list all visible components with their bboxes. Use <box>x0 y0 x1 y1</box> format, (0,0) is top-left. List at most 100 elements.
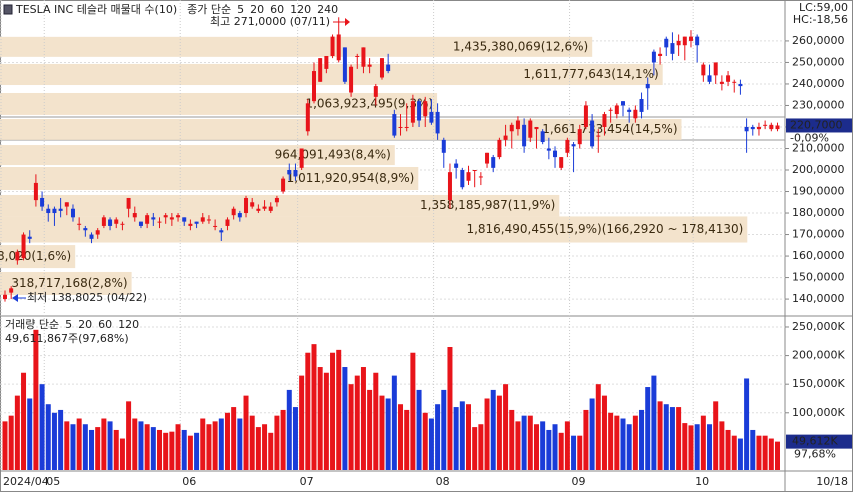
candle-body <box>565 139 570 153</box>
legend-text: 120 <box>290 3 311 16</box>
candle-body <box>15 251 20 261</box>
volume-bar <box>639 409 645 470</box>
candle-body <box>695 36 700 46</box>
last-price-box <box>786 118 852 133</box>
candle-body <box>157 221 162 223</box>
volume-bar <box>126 401 132 470</box>
candle-body <box>281 178 286 192</box>
volume-bar <box>503 384 509 470</box>
candle-body <box>108 219 113 226</box>
candle-body <box>744 126 749 132</box>
candle-body <box>577 129 582 145</box>
candle-body <box>373 86 378 97</box>
volume-bar <box>194 432 200 470</box>
candle-body <box>491 157 496 168</box>
volume-bar <box>484 398 490 470</box>
candle-body <box>769 124 774 130</box>
volume-bar <box>58 409 64 470</box>
candle-body <box>460 170 465 188</box>
candle-body <box>342 47 347 82</box>
title-icon <box>3 4 13 15</box>
candle-body <box>182 217 187 222</box>
volume-bar <box>657 401 663 470</box>
volume-bar <box>725 429 731 470</box>
candle-body <box>701 64 706 76</box>
candle-body <box>305 103 310 132</box>
volume-bar <box>595 384 601 470</box>
volume-bar <box>144 424 150 470</box>
legend-text: 20 <box>250 3 264 16</box>
volume-bar <box>533 424 539 470</box>
volume-bar <box>762 435 768 470</box>
legend-text: 5 <box>65 318 72 331</box>
volume-bar <box>132 418 138 470</box>
volume-bar <box>490 389 496 470</box>
candle-body <box>330 36 335 56</box>
volume-bar <box>354 375 360 470</box>
volume-profile-bar <box>0 194 560 217</box>
volume-bar <box>663 404 669 470</box>
volume-profile-bar <box>0 63 663 86</box>
candle-body <box>682 36 687 46</box>
volume-ratio-label: 97,68% <box>794 448 836 461</box>
volume-bar <box>82 424 88 470</box>
candle-body <box>206 219 211 221</box>
candle-body <box>126 197 131 209</box>
candle-body <box>244 197 249 214</box>
volume-bar <box>731 435 737 470</box>
high-label: 최고 271,0000 (07/11) <box>210 15 330 28</box>
candle-body <box>750 126 755 130</box>
candle-body <box>95 230 100 235</box>
x-tick-label: 10/18 <box>816 475 848 488</box>
volume-bar <box>713 401 719 470</box>
candle-body <box>237 213 242 218</box>
candle-body <box>231 208 236 216</box>
x-tick-label: 05 <box>46 475 60 488</box>
x-tick-label: 07 <box>300 475 314 488</box>
last-volume-box <box>786 434 852 449</box>
hc-label: HC:-18,56 <box>793 13 848 26</box>
volume-bar <box>583 409 589 470</box>
y-tick-label: 150,0000 <box>792 271 845 284</box>
candle-body <box>503 135 508 140</box>
volume-bar <box>410 352 416 470</box>
volume-bar <box>676 407 682 470</box>
volume-bar <box>651 375 657 470</box>
volume-bar <box>669 407 675 470</box>
volume-bar <box>2 421 8 470</box>
candle-body <box>404 126 409 128</box>
candle-body <box>3 294 7 300</box>
volume-bar <box>496 395 502 470</box>
candle-body <box>423 101 428 117</box>
candle-body <box>596 135 601 137</box>
candle-body <box>287 170 292 175</box>
volume-profile-label: 1,611,777,643(14,1%) <box>523 67 658 81</box>
volume-bar <box>33 329 39 470</box>
volume-bar <box>45 404 51 470</box>
volume-bar <box>243 395 249 470</box>
candle-body <box>775 125 780 130</box>
volume-bar <box>163 432 169 470</box>
candle-body <box>256 208 261 211</box>
volume-bar <box>645 387 651 470</box>
candle-body <box>132 213 137 218</box>
volume-bar <box>552 424 558 470</box>
candle-body <box>441 139 446 153</box>
candle-body <box>676 40 681 46</box>
volume-bar <box>70 424 76 470</box>
candle-body <box>466 172 471 181</box>
candle-body <box>176 215 181 218</box>
candle-body <box>361 47 366 67</box>
volume-bar <box>750 429 756 470</box>
candle-body <box>540 131 545 143</box>
candle-body <box>367 64 372 67</box>
volume-bar <box>113 429 119 470</box>
chart-title: TESLA INC 테슬라 매물대 수(10) <box>15 3 177 16</box>
candle-body <box>299 148 304 168</box>
candle-body <box>52 208 57 214</box>
candle-body <box>590 120 595 147</box>
volume-bar <box>212 421 218 470</box>
volume-bar <box>373 372 379 470</box>
candle-body <box>472 170 477 172</box>
